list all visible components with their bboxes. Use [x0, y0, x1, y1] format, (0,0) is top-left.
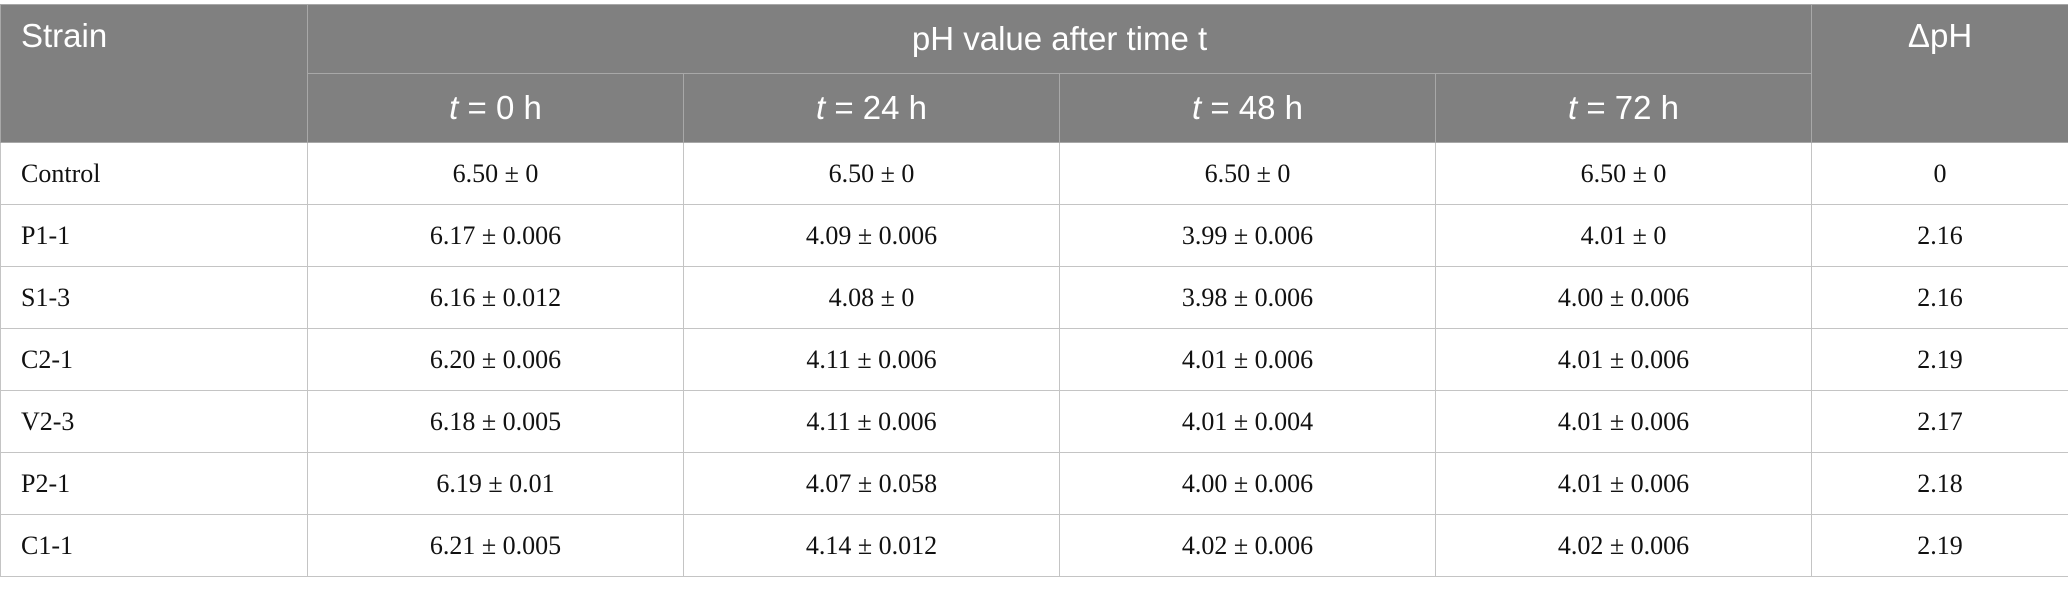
value-cell: 0 — [1812, 143, 2068, 205]
value-cell: 2.17 — [1812, 391, 2068, 453]
value-cell: 2.19 — [1812, 515, 2068, 577]
subheader-text: = 24 h — [834, 89, 927, 126]
value-cell: 4.01 ± 0.006 — [1436, 453, 1812, 515]
value-cell: 6.20 ± 0.006 — [308, 329, 684, 391]
strain-cell: C1-1 — [1, 515, 308, 577]
value-cell: 2.16 — [1812, 205, 2068, 267]
strain-cell: Control — [1, 143, 308, 205]
value-cell: 6.50 ± 0 — [308, 143, 684, 205]
value-cell: 4.01 ± 0.006 — [1436, 391, 1812, 453]
header-cell: Strain — [1, 5, 308, 143]
subheader-cell: t = 72 h — [1436, 74, 1812, 143]
subheader-text: = 72 h — [1586, 89, 1679, 126]
value-cell: 4.01 ± 0.004 — [1060, 391, 1436, 453]
value-cell: 4.01 ± 0.006 — [1436, 329, 1812, 391]
value-cell: 6.19 ± 0.01 — [308, 453, 684, 515]
subheader-cell: t = 48 h — [1060, 74, 1436, 143]
subheader-cell: t = 0 h — [308, 74, 684, 143]
subheader-text: = 0 h — [468, 89, 542, 126]
value-cell: 2.19 — [1812, 329, 2068, 391]
value-cell: 6.50 ± 0 — [684, 143, 1060, 205]
table-head: Strain pH value after time t ΔpH t = 0 h… — [1, 5, 2068, 143]
strain-cell: S1-3 — [1, 267, 308, 329]
value-cell: 4.07 ± 0.058 — [684, 453, 1060, 515]
value-cell: 4.09 ± 0.006 — [684, 205, 1060, 267]
header-row: Strain pH value after time t ΔpH — [1, 5, 2068, 74]
subheader-text: = 48 h — [1210, 89, 1303, 126]
value-cell: 6.18 ± 0.005 — [308, 391, 684, 453]
value-cell: 3.98 ± 0.006 — [1060, 267, 1436, 329]
subheader-cell: t = 24 h — [684, 74, 1060, 143]
value-cell: 6.50 ± 0 — [1060, 143, 1436, 205]
header-cell: ΔpH — [1812, 5, 2068, 143]
strain-cell: V2-3 — [1, 391, 308, 453]
value-cell: 4.02 ± 0.006 — [1436, 515, 1812, 577]
value-cell: 2.18 — [1812, 453, 2068, 515]
value-cell: 6.16 ± 0.012 — [308, 267, 684, 329]
value-cell: 6.50 ± 0 — [1436, 143, 1812, 205]
value-cell: 4.00 ± 0.006 — [1060, 453, 1436, 515]
value-cell: 4.08 ± 0 — [684, 267, 1060, 329]
value-cell: 2.16 — [1812, 267, 2068, 329]
strain-cell: P1-1 — [1, 205, 308, 267]
subheader-variable: t — [1192, 89, 1201, 126]
value-cell: 4.11 ± 0.006 — [684, 391, 1060, 453]
value-cell: 4.01 ± 0.006 — [1060, 329, 1436, 391]
value-cell: 4.02 ± 0.006 — [1060, 515, 1436, 577]
value-cell: 4.01 ± 0 — [1436, 205, 1812, 267]
strain-cell: P2-1 — [1, 453, 308, 515]
strain-cell: C2-1 — [1, 329, 308, 391]
header-cell: pH value after time t — [308, 5, 1812, 74]
value-cell: 4.00 ± 0.006 — [1436, 267, 1812, 329]
subheader-variable: t — [449, 89, 458, 126]
subheader-variable: t — [1568, 89, 1577, 126]
value-cell: 4.11 ± 0.006 — [684, 329, 1060, 391]
value-cell: 6.17 ± 0.006 — [308, 205, 684, 267]
data-table: Strain pH value after time t ΔpH t = 0 h… — [0, 4, 2068, 577]
value-cell: 4.14 ± 0.012 — [684, 515, 1060, 577]
value-cell: 3.99 ± 0.006 — [1060, 205, 1436, 267]
subheader-variable: t — [816, 89, 825, 126]
page: Strain pH value after time t ΔpH t = 0 h… — [0, 4, 2068, 589]
value-cell: 6.21 ± 0.005 — [308, 515, 684, 577]
